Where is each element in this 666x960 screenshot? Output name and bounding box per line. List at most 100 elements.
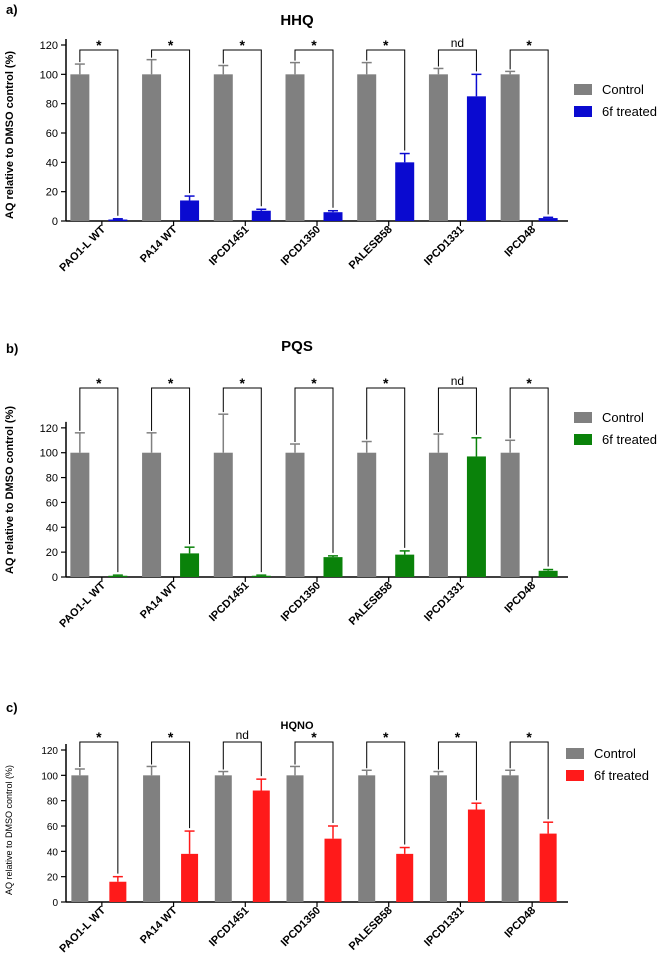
significance-label: * <box>311 375 317 391</box>
control-bar <box>214 775 232 902</box>
significance-bracket <box>151 387 191 545</box>
y-tick-label: 100 <box>40 69 58 81</box>
x-tick-label: IPCD1451 <box>207 580 251 624</box>
significance-bracket <box>79 387 119 573</box>
significance-label: * <box>383 729 389 745</box>
significance-label: * <box>96 729 102 745</box>
control-bar <box>501 775 519 902</box>
significance-bracket <box>437 741 477 801</box>
significance-bracket <box>509 49 549 215</box>
treated-bar <box>109 881 127 902</box>
y-tick-label: 120 <box>40 40 58 52</box>
treated-bar <box>180 553 200 577</box>
legend-swatch <box>574 84 592 95</box>
significance-label: nd <box>236 728 249 742</box>
significance-label: * <box>96 375 102 391</box>
significance-bracket <box>222 741 262 777</box>
y-tick-label: 120 <box>40 423 58 435</box>
legend-swatch <box>566 770 584 781</box>
significance-bracket <box>294 49 334 208</box>
legend-label: 6f treated <box>602 432 657 447</box>
chart-title: HHQ <box>280 12 314 29</box>
significance-bracket <box>437 387 477 435</box>
treated-bar <box>466 456 486 577</box>
control-bar <box>143 775 161 902</box>
control-bar <box>429 775 447 902</box>
y-tick-label: 80 <box>46 99 58 111</box>
treated-bar <box>251 575 271 577</box>
significance-bracket <box>151 741 191 829</box>
legend-swatch <box>566 748 584 759</box>
y-tick-label: 20 <box>46 547 58 559</box>
treated-bar <box>396 853 414 902</box>
significance-bracket <box>366 49 406 151</box>
chart-panel-2: b) PQS AQ relative to DMSO control (%) 0 20 4… <box>4 338 657 630</box>
panel-label: b) <box>6 341 18 356</box>
significance-label: * <box>240 37 246 53</box>
significance-label: * <box>383 37 389 53</box>
significance-bracket <box>79 49 119 216</box>
control-bar <box>286 775 304 902</box>
x-tick-label: IPCD1451 <box>207 905 251 949</box>
treated-bar <box>108 575 128 577</box>
x-tick-label: IPCD48 <box>503 905 539 941</box>
control-bar <box>213 74 233 221</box>
treated-bar <box>108 219 128 221</box>
panel-label: c) <box>6 700 18 715</box>
treated-bar <box>251 210 271 221</box>
significance-bracket <box>294 387 334 553</box>
significance-label: * <box>526 375 532 391</box>
treated-bar <box>539 833 557 902</box>
panel-label: a) <box>6 2 18 17</box>
y-axis-label: AQ relative to DMSO control (%) <box>4 406 16 574</box>
significance-bracket <box>366 387 406 548</box>
x-tick-label: PALESB58 <box>347 580 395 628</box>
treated-bar <box>538 570 558 577</box>
significance-bracket <box>79 741 119 874</box>
significance-bracket <box>509 741 549 820</box>
y-tick-label: 20 <box>46 187 58 199</box>
x-tick-label: IPCD1331 <box>422 905 466 949</box>
significance-label: * <box>240 375 246 391</box>
control-bar <box>70 452 90 577</box>
significance-bracket <box>294 741 334 823</box>
control-bar <box>70 74 90 221</box>
legend-label: 6f treated <box>594 768 649 783</box>
x-tick-label: IPCD1331 <box>422 224 466 268</box>
y-tick-label: 0 <box>52 216 58 228</box>
legend-swatch <box>574 412 592 423</box>
x-tick-label: IPCD1350 <box>279 905 323 949</box>
treated-bar <box>467 809 485 902</box>
chart-title: HQNO <box>281 720 314 732</box>
significance-label: * <box>311 729 317 745</box>
y-tick-label: 40 <box>46 522 58 534</box>
significance-label: * <box>455 729 461 745</box>
y-tick-label: 0 <box>52 898 58 909</box>
legend-label: Control <box>602 82 644 97</box>
y-tick-label: 80 <box>47 797 59 808</box>
treated-bar <box>395 554 415 577</box>
significance-bracket <box>222 49 262 207</box>
significance-label: * <box>526 729 532 745</box>
control-bar <box>213 452 233 577</box>
treated-bar <box>538 218 558 221</box>
significance-label: nd <box>451 374 464 388</box>
y-tick-label: 40 <box>47 847 59 858</box>
control-bar <box>142 74 162 221</box>
control-bar <box>285 74 305 221</box>
x-tick-label: PAO1-L WT <box>57 579 108 630</box>
control-bar <box>142 452 162 577</box>
y-tick-label: 20 <box>47 873 59 884</box>
significance-label: * <box>526 37 532 53</box>
y-tick-label: 80 <box>46 473 58 485</box>
legend-label: Control <box>594 746 636 761</box>
x-tick-label: IPCD1350 <box>279 580 323 624</box>
significance-bracket <box>366 741 406 845</box>
treated-bar <box>324 838 342 902</box>
x-tick-label: PAO1-L WT <box>57 904 108 955</box>
y-tick-label: 100 <box>41 771 58 782</box>
legend-label: Control <box>602 410 644 425</box>
chart-panel-3: c) HQNO AQ relative to DMSO control (%) 0 20… <box>4 700 649 955</box>
control-bar <box>71 775 89 902</box>
y-tick-label: 60 <box>46 128 58 140</box>
